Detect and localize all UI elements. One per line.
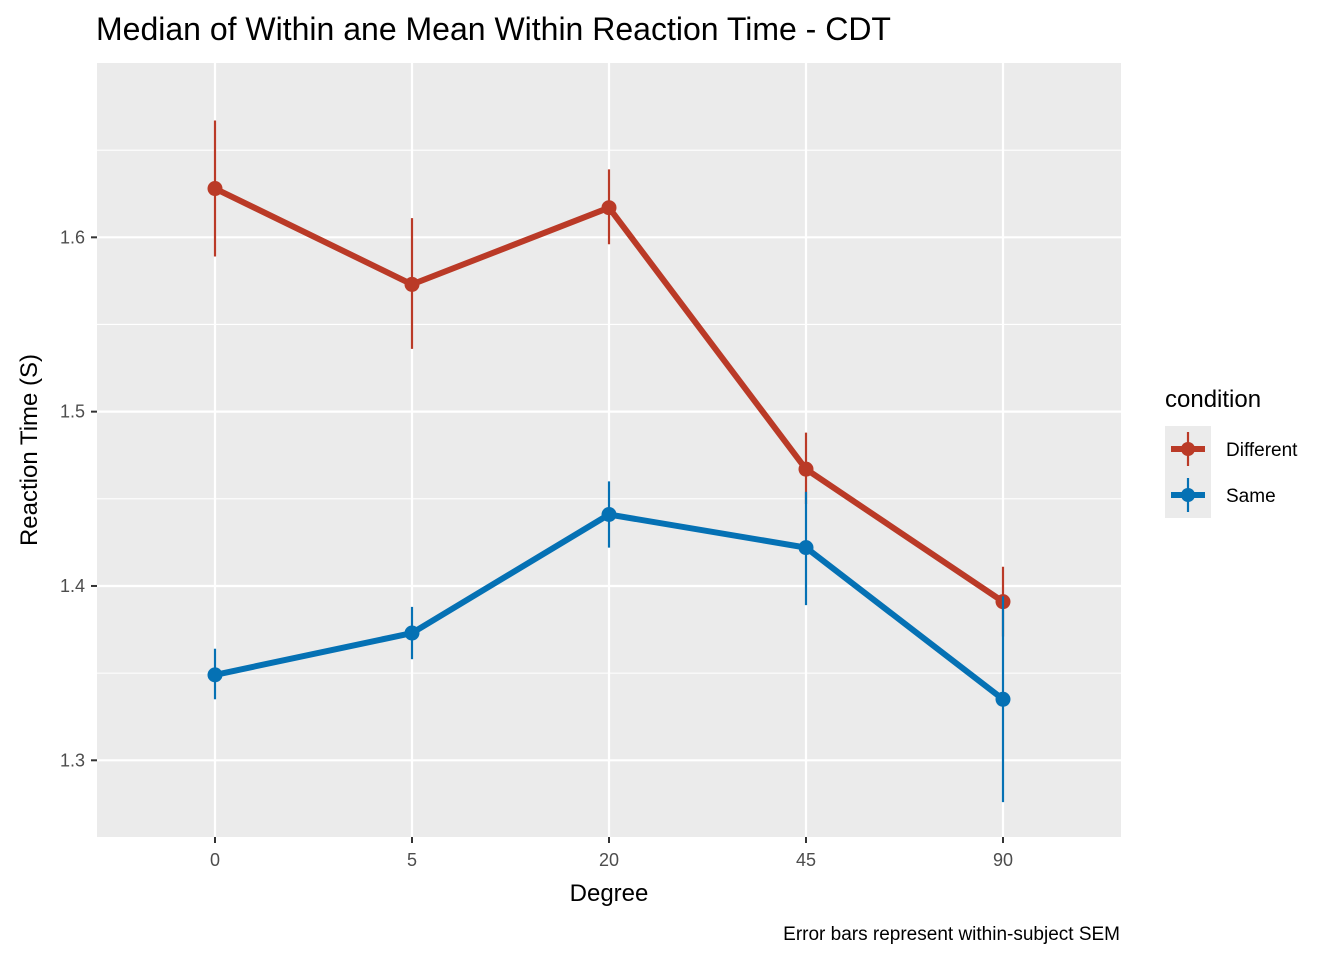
y-tick-label: 1.6	[60, 227, 85, 247]
caption: Error bars represent within-subject SEM	[783, 924, 1120, 945]
legend: Different Same	[1165, 426, 1298, 518]
data-point-different	[404, 276, 420, 292]
x-tick-label: 45	[796, 850, 816, 870]
chart-title: Median of Within ane Mean Within Reactio…	[96, 11, 891, 47]
x-axis: 0 5 20 45 90	[210, 837, 1013, 870]
y-tick-label: 1.3	[60, 750, 85, 770]
series-same	[207, 481, 1011, 803]
data-point-same	[601, 507, 617, 522]
legend-title: condition	[1165, 386, 1261, 413]
data-point-different	[207, 181, 223, 197]
y-tick-label: 1.5	[60, 402, 85, 422]
x-axis-title: Degree	[570, 880, 649, 907]
legend-key-point	[1181, 442, 1195, 456]
legend-label-same: Same	[1226, 486, 1276, 507]
legend-item-different: Different	[1165, 426, 1298, 472]
y-axis: 1.3 1.4 1.5 1.6	[60, 227, 97, 770]
x-tick-label: 5	[407, 850, 417, 870]
x-tick-label: 20	[599, 850, 619, 870]
y-axis-title: Reaction Time (S)	[16, 354, 43, 546]
x-tick-label: 0	[210, 850, 220, 870]
data-point-same	[995, 691, 1011, 707]
data-point-different	[601, 200, 617, 216]
data-point-same	[207, 667, 223, 683]
data-point-different	[798, 461, 814, 477]
legend-key-point	[1181, 488, 1195, 502]
legend-label-different: Different	[1226, 440, 1298, 461]
x-tick-label: 90	[993, 850, 1013, 870]
legend-item-same: Same	[1165, 472, 1276, 518]
data-point-same	[798, 540, 814, 556]
y-tick-label: 1.4	[60, 576, 85, 596]
series-layer	[207, 120, 1011, 803]
data-point-same	[404, 625, 420, 641]
